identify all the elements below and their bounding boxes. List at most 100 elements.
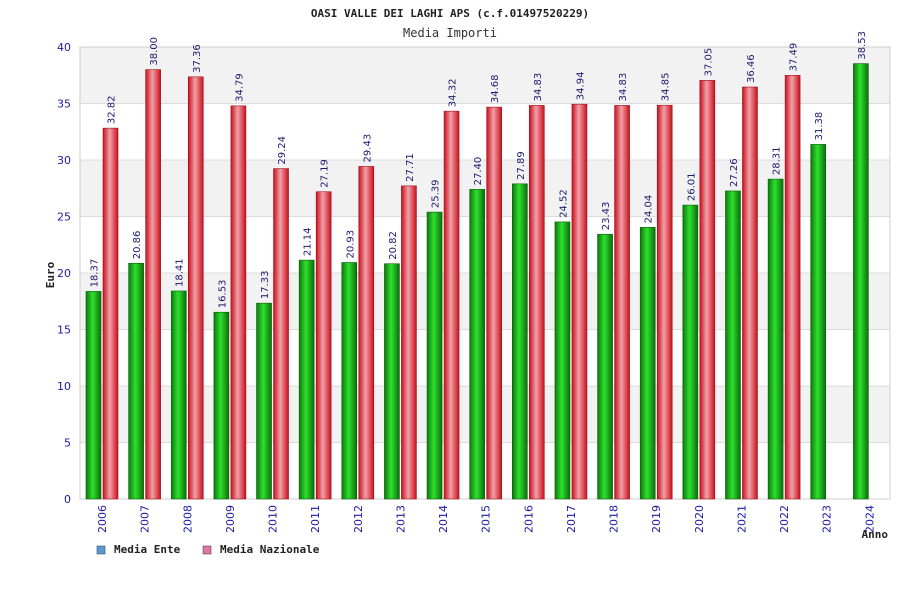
bar-media-nazionale (145, 69, 161, 500)
data-label-media-nazionale: 34.94 (575, 72, 586, 101)
y-tick-label: 35 (57, 98, 71, 111)
x-tick-label: 2007 (139, 505, 152, 533)
data-label-media-ente: 24.04 (644, 195, 655, 224)
data-label-media-nazionale: 29.24 (277, 136, 288, 165)
bar-media-nazionale (529, 105, 545, 500)
x-axis-title: Anno (862, 528, 889, 541)
data-label-media-ente: 20.82 (388, 231, 399, 260)
data-label-media-ente: 16.53 (217, 280, 228, 309)
bar-media-ente (213, 311, 230, 500)
bar-media-ente (170, 290, 187, 500)
x-tick-label: 2014 (437, 505, 450, 533)
x-tick-label: 2011 (309, 505, 322, 533)
bar-media-nazionale (230, 105, 247, 500)
bar-media-nazionale (358, 166, 375, 500)
bar-media-nazionale (443, 110, 460, 500)
data-label-media-nazionale: 37.36 (192, 44, 203, 73)
bar-media-nazionale (401, 185, 417, 500)
data-label-media-ente: 31.38 (814, 112, 825, 141)
chart-subtitle: Media Importi (403, 26, 497, 40)
bar-media-ente (298, 259, 315, 500)
y-tick-labels: 0 5 10 15 20 25 30 35 40 (57, 41, 71, 506)
x-tick-label: 2023 (821, 505, 834, 533)
bars (85, 63, 869, 500)
bar-media-ente (469, 189, 485, 500)
x-tick-label: 2021 (735, 505, 748, 533)
data-label-media-ente: 25.39 (431, 179, 442, 208)
legend-label-media-nazionale: Media Nazionale (220, 543, 320, 556)
data-label-media-nazionale: 34.32 (448, 79, 459, 108)
y-tick-label: 40 (57, 41, 71, 54)
bar-media-ente (639, 227, 656, 500)
bar-media-nazionale (187, 76, 204, 500)
data-label-media-nazionale: 37.49 (789, 43, 800, 72)
data-label-media-nazionale: 37.05 (703, 48, 714, 77)
data-label-media-ente: 24.52 (558, 189, 569, 218)
bar-media-nazionale (699, 80, 716, 500)
x-tick-label: 2013 (394, 505, 407, 533)
x-tick-label: 2016 (522, 505, 535, 533)
data-label-media-nazionale: 27.19 (320, 159, 331, 188)
x-tick-label: 2024 (863, 505, 876, 533)
data-label-media-nazionale: 29.43 (362, 134, 373, 163)
x-tick-label: 2018 (608, 505, 621, 533)
bar-media-ente (256, 302, 272, 500)
bar-media-nazionale (273, 168, 289, 500)
bar-media-nazionale (571, 103, 588, 500)
y-tick-label: 15 (57, 324, 71, 337)
y-tick-label: 30 (57, 154, 71, 167)
data-label-media-nazionale: 34.79 (234, 73, 245, 102)
data-label-media-ente: 20.86 (132, 231, 143, 260)
bar-media-ente (767, 178, 784, 500)
data-label-media-nazionale: 34.83 (533, 73, 544, 102)
bar-media-ente (725, 190, 741, 500)
x-tick-label: 2010 (267, 505, 280, 533)
data-label-media-ente: 17.33 (260, 271, 271, 300)
bar-media-ente (512, 183, 528, 500)
data-label-media-nazionale: 27.71 (405, 153, 416, 182)
x-tick-label: 2012 (352, 505, 365, 533)
data-label-media-ente: 28.31 (772, 146, 783, 175)
bar-media-ente (85, 291, 102, 500)
x-tick-label: 2008 (181, 505, 194, 533)
bar-media-ente (853, 63, 869, 500)
y-tick-label: 20 (57, 267, 71, 280)
bar-media-ente (810, 144, 827, 500)
data-label-media-ente: 18.37 (90, 259, 101, 288)
y-tick-label: 25 (57, 211, 71, 224)
data-label-media-nazionale: 34.85 (661, 73, 672, 102)
bar-media-ente (554, 221, 571, 500)
bar-media-nazionale (784, 75, 801, 500)
x-tick-labels: 2006 2007 2008 2009 2010 2011 2012 2013 2014 2015… (96, 505, 876, 533)
data-label-media-ente: 20.93 (345, 230, 356, 259)
data-label-media-ente: 27.40 (473, 157, 484, 186)
bar-media-ente (597, 233, 613, 500)
data-label-media-ente: 21.14 (303, 227, 314, 256)
data-label-media-nazionale: 34.68 (490, 74, 501, 103)
bar-media-nazionale (315, 191, 332, 500)
x-tick-label: 2019 (650, 505, 663, 533)
bar-media-nazionale (656, 104, 673, 500)
data-label-media-ente: 27.26 (729, 158, 740, 187)
legend-swatch-media-ente (96, 545, 106, 555)
data-label-media-nazionale: 38.00 (149, 37, 160, 66)
bar-media-nazionale (102, 127, 119, 500)
bar-media-nazionale (486, 106, 502, 500)
data-label-media-ente: 27.89 (516, 151, 527, 180)
bar-media-nazionale (742, 86, 758, 500)
y-tick-label: 5 (64, 437, 71, 450)
bar-media-ente (384, 263, 400, 500)
x-tick-label: 2006 (96, 505, 109, 533)
legend-swatch-media-nazionale (202, 545, 212, 555)
legend: Media Ente Media Nazionale (96, 543, 320, 556)
data-label-media-nazionale: 34.83 (618, 73, 629, 102)
y-tick-label: 10 (57, 380, 71, 393)
x-tick-label: 2022 (778, 505, 791, 533)
data-label-media-nazionale: 32.82 (107, 95, 118, 124)
x-tick-label: 2015 (480, 505, 493, 533)
plot-frame (79, 46, 891, 500)
x-tick-label: 2017 (565, 505, 578, 533)
data-label-media-ente: 26.01 (686, 172, 697, 201)
bar-media-nazionale (614, 105, 630, 500)
